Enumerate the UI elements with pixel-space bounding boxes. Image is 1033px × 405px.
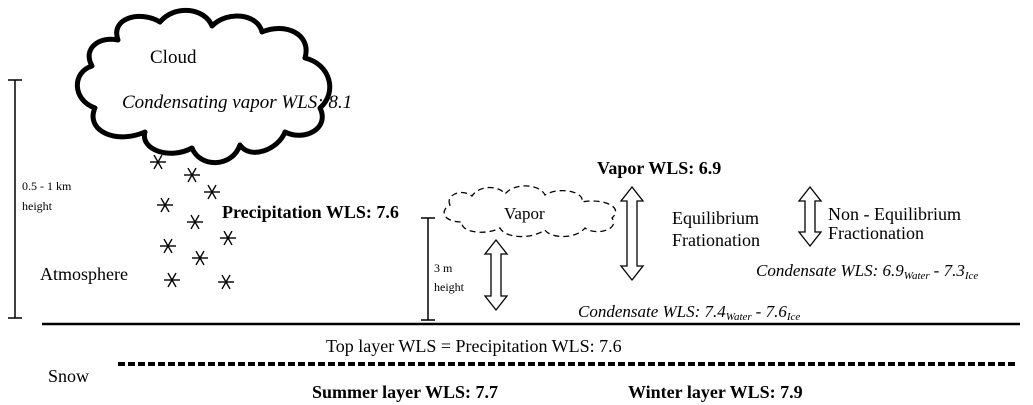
near-surface-scale xyxy=(421,217,435,321)
equilibrium-label: Equilibrium xyxy=(672,208,759,228)
snowflake xyxy=(184,167,200,183)
snowflake xyxy=(220,230,236,246)
height-scale-label: height xyxy=(22,199,53,213)
equilibrium-label: Frationation xyxy=(672,230,760,250)
text-part: - 7.3 xyxy=(934,261,965,280)
snow-label: Snow xyxy=(48,366,89,386)
subscript: Ice xyxy=(786,311,801,323)
snowflake xyxy=(150,154,166,170)
condensate-lower-label: Condensate WLS: 7.4Water - 7.6Ice xyxy=(578,302,800,323)
snowflake xyxy=(192,250,208,266)
height-scale-label: 0.5 - 1 km xyxy=(22,179,72,193)
atmosphere-label: Atmosphere xyxy=(40,264,128,284)
vapor-cloud xyxy=(443,185,616,238)
subscript: Ice xyxy=(964,270,979,282)
double-arrow xyxy=(483,238,509,312)
text-part: - 7.6 xyxy=(756,302,788,321)
cloud-label: Cloud xyxy=(150,47,197,68)
snowflake xyxy=(218,274,234,290)
precipitation-label: Precipitation WLS: 7.6 xyxy=(222,202,399,222)
non-equilibrium-label: Non - Equilibrium xyxy=(828,204,961,224)
snowflake xyxy=(157,197,173,213)
text-part: Condensate WLS: 6.9 xyxy=(756,261,904,280)
height-scale xyxy=(8,79,22,319)
vapor-wls-label: Vapor WLS: 6.9 xyxy=(597,158,721,178)
cloud-shape xyxy=(74,7,333,166)
winter-layer-label: Winter layer WLS: 7.9 xyxy=(628,382,803,402)
top-layer-label: Top layer WLS = Precipitation WLS: 7.6 xyxy=(326,336,622,356)
snowflake xyxy=(160,238,176,254)
subscript: Water xyxy=(726,311,753,323)
subscript: Water xyxy=(904,270,931,282)
summer-layer-label: Summer layer WLS: 7.7 xyxy=(312,382,498,402)
text-part: Condensate WLS: 7.4 xyxy=(578,302,726,321)
snowflake xyxy=(164,272,180,288)
snowflake xyxy=(204,184,220,200)
double-arrow xyxy=(619,185,645,282)
non-equilibrium-label: Fractionation xyxy=(828,223,924,243)
cloud-vapor-label: Condensating vapor WLS: 8.1 xyxy=(122,92,352,113)
near-surface-label: height xyxy=(434,280,465,294)
snowflake xyxy=(187,214,203,230)
condensate-upper-label: Condensate WLS: 6.9Water - 7.3Ice xyxy=(756,261,978,282)
near-surface-label: 3 m xyxy=(434,261,453,275)
vapor-label: Vapor xyxy=(504,204,545,223)
double-arrow xyxy=(797,185,823,248)
